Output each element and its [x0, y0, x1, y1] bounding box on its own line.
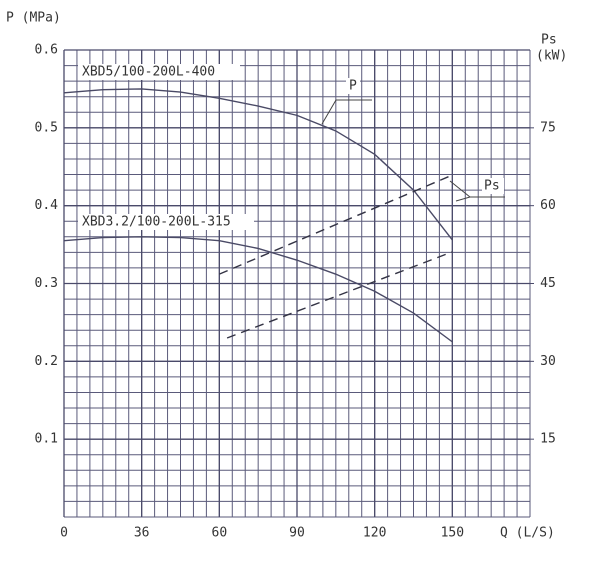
y-tick-label: 0.3 [35, 276, 58, 291]
series-label: XBD5/100-200L-400 [82, 65, 215, 80]
y2-tick-label: 30 [540, 354, 556, 369]
y-tick-label: 0.2 [35, 354, 58, 369]
annotation: P [349, 79, 357, 94]
series-label: XBD3.2/100-200L-315 [82, 215, 231, 230]
y-tick-label: 0.1 [35, 432, 58, 447]
leader-line [321, 99, 372, 125]
grid [63, 49, 534, 518]
label-bg [78, 64, 240, 80]
y-axis-title: P (MPa) [6, 11, 61, 26]
x-tick-label: 90 [289, 526, 305, 541]
curve [63, 236, 453, 343]
marks [63, 88, 453, 343]
x-tick-label: 150 [441, 526, 464, 541]
y-tick-label: 0.4 [35, 198, 59, 213]
x-tick-label: 0 [60, 526, 68, 541]
y2-tick-label: 60 [540, 198, 556, 213]
x-axis-title: Q (L/S) [500, 526, 555, 541]
x-tick-label: 36 [134, 526, 150, 541]
y-tick-label: 0.5 [35, 120, 58, 135]
x-tick-label: 120 [363, 526, 386, 541]
label-bg [346, 78, 360, 94]
dashed-line [219, 174, 453, 275]
x-tick-label: 60 [212, 526, 228, 541]
y-tick-label: 0.6 [35, 43, 58, 58]
label-bg [482, 178, 504, 194]
y2-axis-title: (kW) [536, 49, 567, 64]
y2-tick-label: 75 [540, 120, 556, 135]
y2-tick-label: 45 [540, 276, 556, 291]
leader-line [455, 196, 471, 202]
y2-tick-label: 15 [540, 432, 556, 447]
y2-axis-title: Ps [541, 33, 557, 48]
annotation: Ps [484, 179, 500, 194]
label-bg [78, 214, 254, 230]
curve [63, 88, 453, 241]
dashed-line [226, 251, 453, 339]
